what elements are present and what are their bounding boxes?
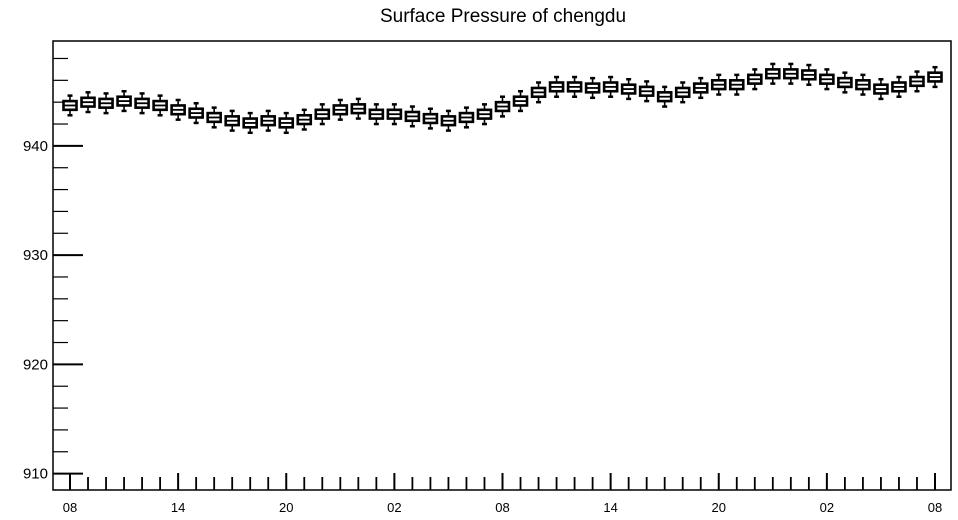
box-plot [656,85,673,108]
box-plot [440,109,457,132]
box-plot [458,106,475,129]
y-tick-label: 940 [23,138,48,155]
box-plot [80,91,96,114]
x-tick-label: 14 [603,500,617,515]
box-plot [476,103,493,126]
x-tick-label: 08 [495,500,509,515]
box-plot [638,80,655,103]
box-plot [620,77,637,101]
box-plot [242,111,259,135]
box-plot [783,62,799,85]
y-tick-label: 920 [23,356,48,373]
box-plot [548,75,565,98]
box-plot [116,90,132,113]
box-plot [530,81,547,104]
box-plot [98,92,114,115]
x-tick-label: 20 [712,500,726,515]
y-tick-label: 930 [23,247,48,264]
box-plot [188,102,204,125]
box-plot [224,109,240,132]
box-plot [170,98,186,121]
box-plot [819,68,835,91]
box-plot [584,76,601,100]
box-plot [692,76,709,100]
box-plot [909,70,925,93]
x-tick-label: 02 [820,500,834,515]
box-plot [422,107,439,130]
box-plot [62,94,78,117]
box-plot [873,77,889,101]
box-plot [314,103,331,126]
box-plot [801,63,817,86]
x-axis: 08 14 20 02 08 14 20 02 08 [63,473,942,515]
box-plot [386,103,403,126]
x-tick-label: 08 [928,500,942,515]
box-plot [927,65,943,89]
box-plot [296,108,313,131]
box-plot [152,94,168,117]
box-plot [350,97,367,120]
box-plot [494,95,511,118]
box-plot [602,75,619,98]
x-tick-label: 02 [387,500,401,515]
box-plot [206,106,222,129]
box-plot [837,71,853,94]
box-plot [368,103,385,126]
x-tick-label: 14 [171,500,185,515]
box-plot [710,73,727,96]
box-plot [332,98,349,121]
box-plot [512,90,529,113]
box-plot [855,73,871,96]
x-tick-label: 08 [63,500,77,515]
box-plot [278,111,295,135]
box-plot [134,92,150,115]
box-plot [891,75,907,98]
y-axis: 910 920 930 940 [23,57,83,483]
x-tick-label: 20 [279,500,293,515]
box-plot [404,105,421,128]
box-plot [674,81,691,104]
box-series [62,62,943,135]
box-plot [728,73,745,96]
box-plot [566,75,583,98]
box-plot [746,68,763,91]
box-plot [765,62,781,85]
y-tick-label: 910 [23,466,48,483]
box-plot [260,109,277,132]
chart-title: Surface Pressure of chengdu [380,6,626,27]
